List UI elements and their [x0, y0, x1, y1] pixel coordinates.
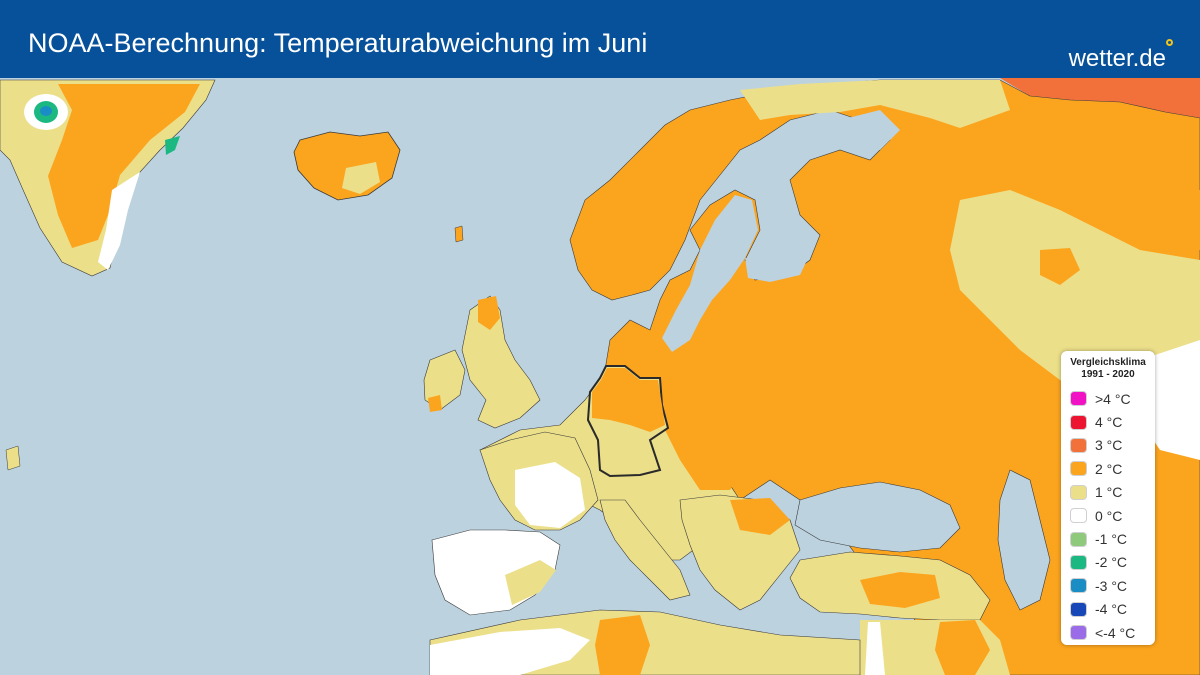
- white-sea: [838, 110, 900, 150]
- legend-item: >4 °C: [1061, 387, 1155, 410]
- north-africa-2c-zone: [595, 615, 650, 675]
- kazakh-0c-zone: [1140, 340, 1200, 460]
- gulf-of-finland: [745, 258, 808, 282]
- legend-swatch: [1070, 461, 1087, 477]
- russia-2c-north: [1080, 190, 1200, 250]
- temperature-anomaly-map: [0, 78, 1200, 675]
- legend-items: >4 °C 4 °C 3 °C 2 °C 1 °C 0 °C -1 °C -2 °C -3 °C…: [1061, 387, 1155, 644]
- legend-item: -2 °C: [1061, 551, 1155, 574]
- iceland-1c-zone: [342, 162, 380, 194]
- brand-dot-icon: [1166, 39, 1173, 46]
- legend-label: 4 °C: [1095, 414, 1123, 431]
- north-africa-0c-zone: [430, 628, 590, 675]
- greenland-cold-center: [40, 106, 52, 116]
- header-bar: NOAA-Berechnung: Temperaturabweichung im…: [0, 0, 1200, 78]
- page-title: NOAA-Berechnung: Temperaturabweichung im…: [28, 28, 648, 58]
- legend-label: -1 °C: [1095, 531, 1128, 548]
- middle-east-2c: [935, 620, 990, 675]
- legend-swatch: [1070, 531, 1087, 547]
- legend-swatch: [1070, 578, 1087, 594]
- legend-label: 2 °C: [1095, 460, 1123, 477]
- legend-label: -4 °C: [1095, 601, 1128, 618]
- greenland-0c-zone: [98, 172, 140, 270]
- region-arctic-northeast: [1000, 78, 1200, 118]
- legend-label: 3 °C: [1095, 437, 1123, 454]
- legend-title: Vergleichsklima 1991 - 2020: [1061, 357, 1155, 381]
- region-great-britain: [461, 295, 541, 429]
- legend-swatch: [1070, 391, 1087, 407]
- legend-item: 0 °C: [1061, 504, 1155, 527]
- legend-label: >4 °C: [1095, 390, 1131, 407]
- legend-swatch: [1070, 414, 1087, 430]
- levant-0c: [865, 622, 885, 675]
- baltic-sea: [662, 195, 758, 352]
- legend-swatch: [1070, 484, 1087, 500]
- caspian-sea: [997, 469, 1051, 611]
- legend-label: 0 °C: [1095, 507, 1123, 524]
- legend-swatch: [1070, 601, 1087, 617]
- brand-logo: wetter.de: [1068, 45, 1166, 72]
- region-ireland: [423, 349, 466, 411]
- legend-swatch: [1070, 625, 1087, 641]
- region-italy: [599, 499, 691, 601]
- black-sea: [794, 481, 961, 553]
- france-0c-zone: [515, 462, 585, 528]
- legend-item: 3 °C: [1061, 434, 1155, 457]
- legend-label: <-4 °C: [1095, 624, 1136, 641]
- turkey-2c-zone: [860, 572, 940, 608]
- legend-label: -3 °C: [1095, 577, 1128, 594]
- russia-1c-north: [740, 80, 1010, 128]
- legend-item: 1 °C: [1061, 481, 1155, 504]
- legend-label: 1 °C: [1095, 484, 1123, 501]
- legend-item: 2 °C: [1061, 457, 1155, 480]
- legend-item: -3 °C: [1061, 574, 1155, 597]
- legend-label: -2 °C: [1095, 554, 1128, 571]
- legend-swatch: [1070, 554, 1087, 570]
- legend-swatch: [1070, 437, 1087, 453]
- region-azores: [5, 445, 21, 471]
- legend-title-line2: 1991 - 2020: [1081, 369, 1135, 380]
- legend-item: 4 °C: [1061, 410, 1155, 433]
- russia-2c-island: [1040, 248, 1080, 285]
- legend-panel: Vergleichsklima 1991 - 2020 >4 °C 4 °C 3 °…: [1061, 351, 1155, 645]
- ireland-2c-spot: [428, 395, 442, 412]
- legend-swatch: [1070, 508, 1087, 524]
- iberia-1c-coast: [505, 560, 556, 605]
- legend-item: <-4 °C: [1061, 621, 1155, 644]
- balkans-2c-zone: [730, 498, 790, 535]
- greenland-east-cold: [165, 136, 180, 155]
- germany-2c-north: [592, 368, 665, 432]
- legend-title-line1: Vergleichsklima: [1070, 357, 1146, 368]
- east-europe-2c: [660, 370, 760, 490]
- legend-item: -4 °C: [1061, 598, 1155, 621]
- region-faroe: [454, 225, 464, 243]
- legend-item: -1 °C: [1061, 527, 1155, 550]
- britain-2c-north: [478, 296, 500, 330]
- greenland-2c-zone: [48, 84, 200, 248]
